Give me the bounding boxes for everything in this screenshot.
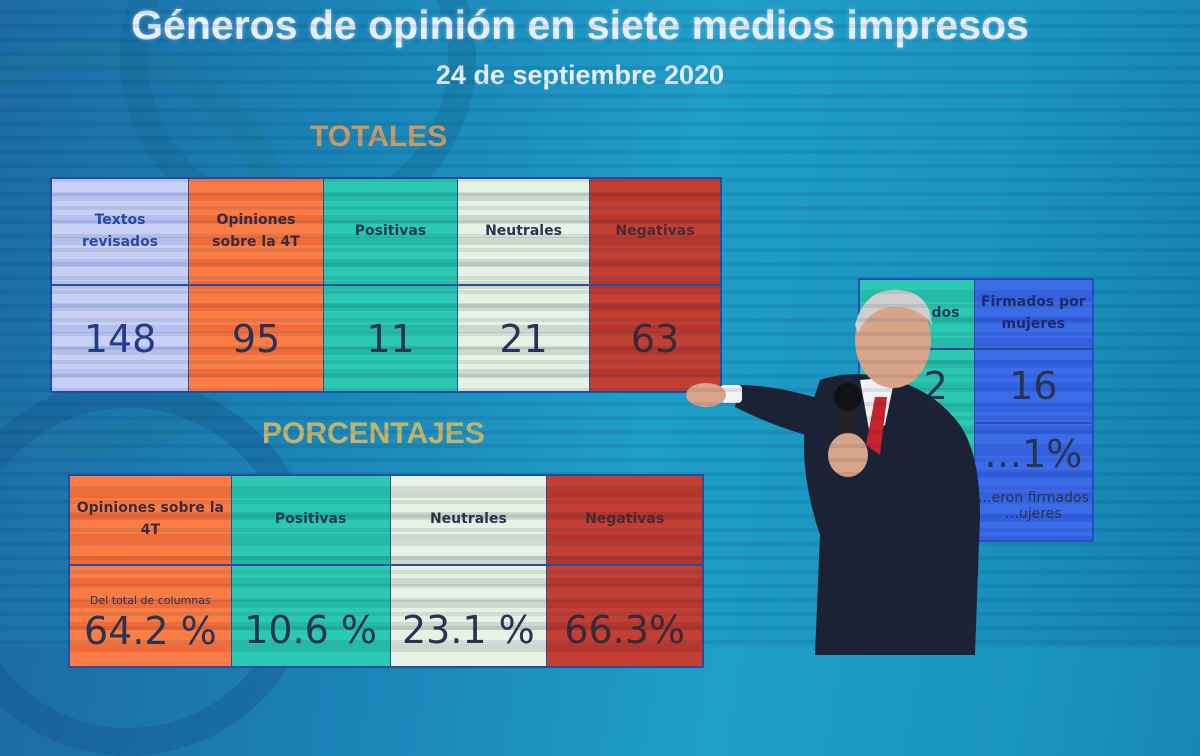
- totales-heading: TOTALES: [310, 120, 448, 153]
- column-value: 10.6 %: [244, 608, 378, 652]
- slide-date: 24 de septiembre 2020: [435, 60, 725, 90]
- column-header: Negativas: [547, 476, 702, 566]
- totales-col-textos: Textos revisados 148: [52, 179, 189, 391]
- column-value: 21: [499, 316, 548, 361]
- porcentajes-col-negativas: Negativas 66.3%: [547, 476, 702, 666]
- side-col-mujeres: Firmados por mujeres 16 …1% …eron firmad…: [974, 280, 1092, 540]
- column-note: Del total de columnas: [90, 594, 211, 607]
- porcentajes-col-neutrales: Neutrales 23.1 %: [390, 476, 548, 666]
- column-value: 148: [83, 316, 157, 361]
- column-header: Positivas: [324, 179, 457, 286]
- porcentajes-col-opiniones: Opiniones sobre la 4T Del total de colum…: [70, 476, 232, 666]
- totales-col-positivas: Positivas 11: [324, 179, 458, 391]
- totales-col-opiniones: Opiniones sobre la 4T 95: [189, 179, 324, 391]
- percent-value: …1%: [984, 432, 1083, 476]
- column-header: Firmados por mujeres: [974, 280, 1092, 350]
- column-value: 23.1 %: [401, 608, 535, 652]
- slide-title: Géneros de opinión en siete medios impre…: [131, 2, 1029, 48]
- totales-col-negativas: Negativas 63: [590, 179, 720, 391]
- totales-table: Textos revisados 148 Opiniones sobre la …: [50, 177, 722, 393]
- porcentajes-heading: PORCENTAJES: [262, 417, 485, 450]
- column-value: 64.2 %: [83, 609, 217, 653]
- porcentajes-table: Opiniones sobre la 4T Del total de colum…: [68, 474, 704, 668]
- column-header: Positivas: [231, 476, 390, 566]
- column-header: Negativas: [590, 179, 720, 286]
- column-value: 95: [231, 316, 281, 361]
- presenter-figure: [686, 289, 980, 655]
- column-header: Neutrales: [390, 476, 547, 566]
- column-value: 16: [974, 350, 1092, 424]
- column-value: 66.3%: [564, 608, 685, 652]
- column-header: Textos revisados: [52, 179, 188, 286]
- column-value: 11: [366, 316, 415, 361]
- column-header: Opiniones sobre la 4T: [189, 179, 323, 286]
- totales-col-neutrales: Neutrales 21: [458, 179, 590, 391]
- column-header: Opiniones sobre la 4T: [70, 476, 231, 566]
- column-note: …eron firmados …ujeres: [977, 490, 1089, 522]
- column-header: Neutrales: [458, 179, 589, 286]
- column-value: 63: [630, 316, 680, 361]
- porcentajes-col-positivas: Positivas 10.6 %: [231, 476, 391, 666]
